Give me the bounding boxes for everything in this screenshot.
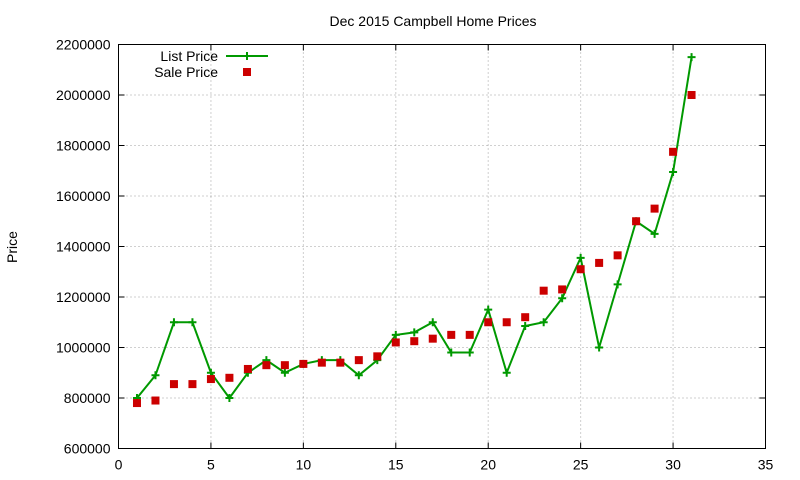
list-price-point	[595, 343, 604, 352]
sale-price-point	[465, 330, 474, 339]
legend-label-list-price: List Price	[160, 48, 218, 64]
list-price-point	[502, 368, 511, 377]
grid-lines	[118, 44, 766, 449]
list-price-point	[465, 348, 474, 357]
sale-price-point	[669, 147, 678, 156]
list-price-point	[428, 318, 437, 327]
list-price-point	[354, 371, 363, 380]
list-price-point	[391, 330, 400, 339]
sale-price-point	[354, 356, 363, 365]
y-tick-label: 1400000	[56, 239, 111, 255]
list-price-line	[136, 56, 693, 400]
sale-price-point	[410, 337, 419, 346]
axis-ticks: 0 5 10 15 20 25 30 35 600000 800000 1000000 1200000…	[56, 37, 774, 473]
y-tick-label: 1600000	[56, 188, 111, 204]
sale-price-point	[317, 358, 326, 367]
legend-marker-sale-price	[243, 68, 251, 76]
sale-price-point	[428, 334, 437, 343]
plot-frame	[118, 44, 766, 449]
list-price-point	[280, 368, 289, 377]
sale-price-point	[336, 358, 345, 367]
sale-price-point	[558, 285, 567, 294]
sale-price-point	[539, 286, 548, 295]
sale-price-point	[521, 313, 530, 322]
sale-price-point	[373, 352, 382, 361]
chart-title: Dec 2015 Campbell Home Prices	[330, 13, 537, 29]
list-price-point	[447, 348, 456, 357]
sale-price-point	[650, 204, 659, 213]
sale-price-point	[299, 359, 308, 368]
y-tick-label: 600000	[64, 441, 111, 457]
list-price-point	[188, 318, 197, 327]
list-price-point	[687, 53, 696, 62]
legend-marker-list-price	[243, 52, 251, 60]
y-tick-label: 2000000	[56, 87, 111, 103]
sale-price-point	[225, 373, 234, 382]
sale-price-point	[280, 361, 289, 370]
x-tick-label: 20	[480, 457, 496, 473]
y-tick-label: 2200000	[56, 37, 111, 53]
list-price-point	[410, 328, 419, 337]
list-price-point	[576, 253, 585, 262]
x-tick-label: 5	[207, 457, 215, 473]
x-tick-label: 35	[758, 457, 774, 473]
list-price-point	[650, 229, 659, 238]
sale-price-point	[632, 217, 641, 226]
list-price-point	[521, 322, 530, 331]
sale-price-point	[595, 258, 604, 267]
list-price-point	[539, 318, 548, 327]
sale-price-point	[206, 375, 215, 384]
x-tick-label: 30	[665, 457, 681, 473]
x-tick-label: 15	[388, 457, 404, 473]
x-tick-label: 10	[296, 457, 312, 473]
sale-price-point	[132, 399, 141, 408]
list-price-point	[558, 294, 567, 303]
sale-price-point	[687, 91, 696, 99]
list-price-point	[669, 168, 678, 177]
sale-price-point	[243, 364, 252, 373]
sale-price-point	[188, 380, 197, 389]
legend-label-sale-price: Sale Price	[154, 64, 218, 80]
y-axis-label: Price	[4, 231, 20, 263]
list-price-point	[613, 280, 622, 289]
y-tick-label: 1800000	[56, 138, 111, 154]
sale-price-point	[151, 396, 160, 405]
y-tick-label: 800000	[64, 390, 111, 406]
list-price-point	[484, 305, 493, 314]
y-tick-label: 1200000	[56, 289, 111, 305]
sale-price-point	[447, 330, 456, 339]
sale-price-point	[262, 361, 271, 370]
x-tick-label: 0	[115, 457, 123, 473]
x-tick-label: 25	[573, 457, 589, 473]
sale-price-point	[391, 338, 400, 347]
list-price-point	[225, 394, 234, 402]
y-tick-label: 1000000	[56, 340, 111, 356]
sale-price-point	[613, 251, 622, 260]
sale-price-point	[502, 318, 511, 327]
sale-price-point	[169, 380, 178, 389]
sale-price-point	[484, 318, 493, 327]
series-layer	[132, 53, 696, 408]
sale-price-point	[576, 265, 585, 274]
list-price-point	[151, 371, 160, 380]
list-price-point	[169, 318, 178, 327]
